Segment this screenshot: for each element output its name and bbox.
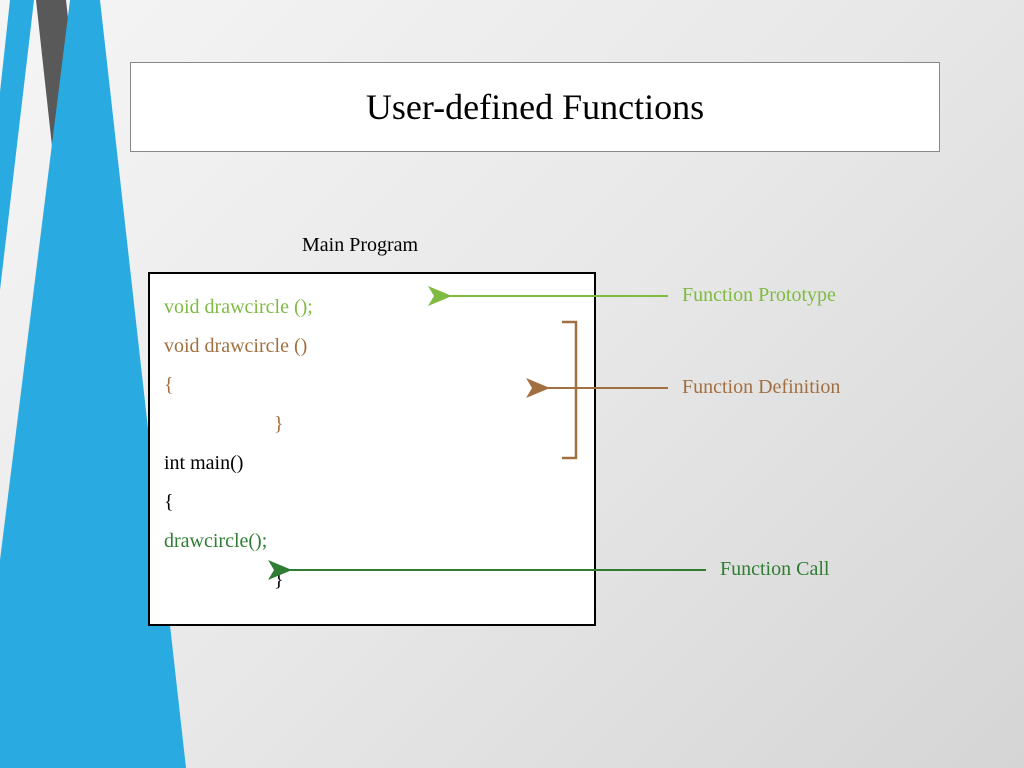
code-box: void drawcircle (); void drawcircle () {… (148, 272, 596, 626)
code-prototype: void drawcircle (); (164, 288, 580, 327)
annotation-call: Function Call (720, 558, 829, 581)
annotation-prototype: Function Prototype (682, 284, 836, 307)
code-box-label: Main Program (302, 234, 418, 257)
title-box: User-defined Functions (130, 62, 940, 152)
code-main-close: } (164, 561, 580, 600)
code-def-open: { (164, 366, 580, 405)
annotation-definition: Function Definition (682, 376, 840, 399)
code-call: drawcircle(); (164, 522, 580, 561)
slide-title: User-defined Functions (366, 86, 704, 128)
code-main-head: int main() (164, 444, 580, 483)
code-def-head: void drawcircle () (164, 327, 580, 366)
code-def-close: } (164, 405, 580, 444)
code-main-open: { (164, 483, 580, 522)
